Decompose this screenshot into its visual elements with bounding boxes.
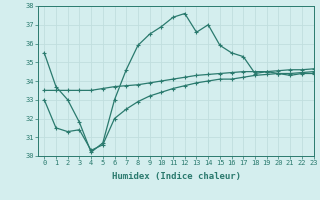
- X-axis label: Humidex (Indice chaleur): Humidex (Indice chaleur): [111, 172, 241, 181]
